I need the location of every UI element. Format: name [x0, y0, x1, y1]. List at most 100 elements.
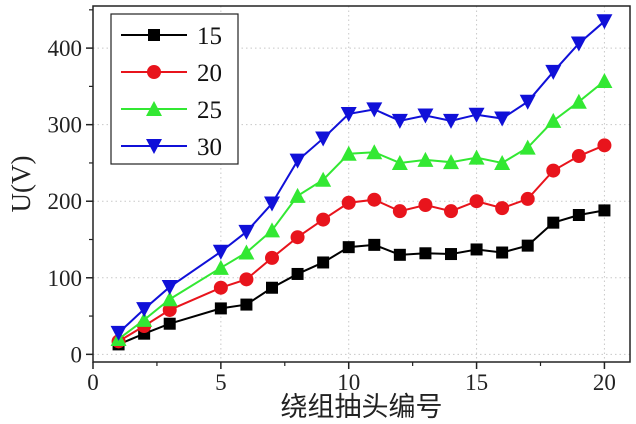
data-point — [519, 139, 536, 155]
data-point — [443, 113, 459, 129]
data-point — [545, 64, 562, 80]
y-tick-label: 0 — [71, 342, 83, 367]
data-point — [317, 256, 330, 269]
x-tick-label: 5 — [215, 370, 227, 395]
data-point — [316, 212, 331, 227]
data-point — [163, 317, 176, 330]
data-point — [419, 247, 432, 260]
x-tick-label: 15 — [465, 370, 488, 395]
data-point — [289, 187, 306, 203]
data-point — [598, 204, 611, 217]
data-point — [495, 201, 510, 216]
data-point — [366, 144, 383, 160]
data-point — [521, 239, 534, 252]
series-20 — [111, 138, 612, 349]
y-tick-label: 400 — [48, 36, 83, 61]
data-point — [238, 224, 255, 240]
data-point — [391, 154, 408, 170]
data-point — [136, 302, 153, 318]
legend-marker — [146, 101, 162, 116]
data-point — [496, 246, 509, 259]
y-tick-label: 200 — [48, 189, 83, 214]
series-30 — [110, 14, 613, 341]
legend-box — [110, 13, 239, 165]
data-point — [290, 230, 305, 245]
legend-label: 20 — [197, 60, 222, 87]
data-point — [264, 222, 280, 238]
y-axis-title: U(V) — [6, 156, 36, 213]
data-point — [520, 191, 535, 206]
y-tick-label: 300 — [48, 113, 83, 138]
data-point — [264, 196, 280, 212]
data-point — [468, 107, 485, 123]
data-point — [212, 259, 229, 275]
data-point — [265, 250, 279, 265]
legend-label: 30 — [197, 134, 222, 161]
data-point — [545, 112, 562, 128]
y-tick-label: 100 — [48, 266, 83, 291]
data-point — [597, 138, 612, 153]
series-line — [118, 209, 605, 346]
data-point — [444, 204, 458, 219]
series-15 — [112, 204, 611, 351]
legend-item: 25 — [121, 97, 222, 124]
data-point — [445, 248, 457, 261]
data-point — [443, 154, 459, 170]
data-point — [417, 151, 434, 167]
data-point — [238, 244, 255, 260]
data-point — [418, 198, 433, 213]
legend: 15 20 25 30 — [110, 13, 239, 165]
data-point — [342, 241, 355, 254]
data-point — [266, 281, 278, 294]
data-point — [340, 106, 357, 122]
data-point — [239, 272, 254, 287]
data-point — [212, 244, 229, 260]
legend-item: 20 — [121, 60, 222, 87]
legend-marker — [148, 29, 160, 41]
x-axis-title: 绕组抽头编号 — [281, 392, 443, 422]
data-point — [291, 267, 304, 280]
data-point — [162, 302, 177, 317]
x-tick-label: 0 — [87, 370, 99, 395]
data-point — [110, 325, 127, 341]
data-point — [213, 280, 228, 295]
legend-marker — [147, 65, 161, 79]
series-25 — [110, 73, 613, 347]
legend-label: 25 — [197, 97, 222, 124]
x-tick-label: 10 — [337, 370, 360, 395]
legend-label: 15 — [197, 23, 222, 50]
plot-frame — [92, 5, 631, 363]
data-point — [136, 311, 153, 327]
data-point — [494, 111, 511, 127]
data-point — [596, 14, 613, 30]
data-point — [519, 94, 536, 110]
data-point — [161, 279, 178, 295]
series-group — [110, 14, 613, 351]
data-point — [570, 93, 587, 109]
data-point — [367, 192, 382, 207]
data-point — [572, 209, 585, 222]
data-point — [366, 102, 383, 118]
data-point — [341, 195, 356, 210]
data-point — [547, 216, 560, 229]
legend-item: 15 — [121, 23, 222, 50]
data-point — [392, 204, 407, 219]
data-point — [494, 154, 511, 170]
legend-item: 30 — [121, 134, 222, 161]
data-point — [596, 73, 613, 89]
data-point — [340, 145, 357, 161]
data-point — [470, 243, 483, 256]
data-point — [368, 238, 381, 251]
data-point — [571, 149, 586, 164]
data-point — [570, 36, 587, 52]
data-point — [315, 131, 332, 147]
x-tick-label: 20 — [593, 370, 616, 395]
data-point — [315, 171, 332, 187]
data-point — [393, 248, 406, 261]
data-point — [468, 149, 485, 165]
data-point — [417, 108, 434, 124]
data-point — [289, 153, 306, 169]
legend-marker — [146, 139, 162, 154]
